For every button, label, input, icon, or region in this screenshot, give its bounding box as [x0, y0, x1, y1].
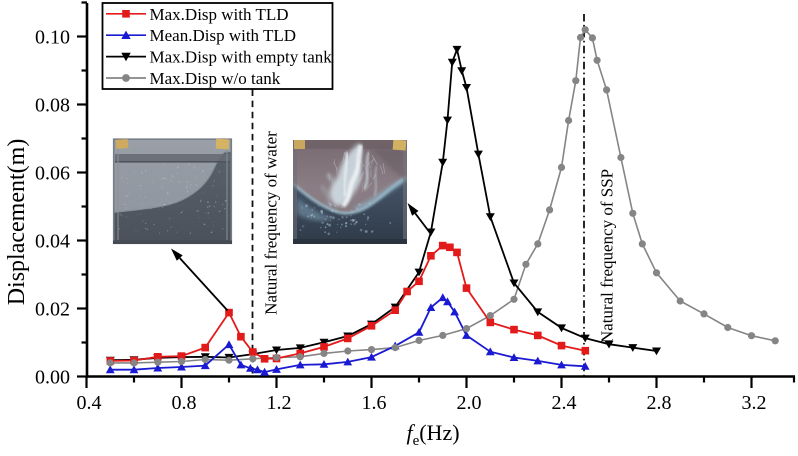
svg-text:0.10: 0.10	[35, 27, 70, 49]
svg-text:0.4: 0.4	[77, 392, 102, 414]
svg-text:Displacement(m): Displacement(m)	[4, 139, 30, 306]
svg-text:Max.Disp with TLD: Max.Disp with TLD	[150, 5, 289, 24]
svg-text:2.0: 2.0	[457, 392, 482, 414]
svg-text:Natural frequency of water: Natural frequency of water	[262, 131, 281, 315]
svg-text:2.4: 2.4	[552, 392, 577, 414]
svg-text:0.00: 0.00	[35, 367, 70, 389]
svg-text:Mean.Disp with TLD: Mean.Disp with TLD	[150, 26, 297, 45]
svg-text:Natural frequency of SSP: Natural frequency of SSP	[598, 169, 617, 343]
svg-text:2.8: 2.8	[647, 392, 672, 414]
svg-text:0.08: 0.08	[35, 95, 70, 117]
svg-text:0.02: 0.02	[35, 299, 70, 321]
svg-text:0.04: 0.04	[35, 231, 70, 253]
svg-text:0.8: 0.8	[172, 392, 197, 414]
svg-text:0.06: 0.06	[35, 163, 70, 185]
svg-text:Max.Disp with empty tank: Max.Disp with empty tank	[150, 48, 333, 67]
svg-text:Max.Disp w/o tank: Max.Disp w/o tank	[150, 69, 281, 88]
svg-text:1.6: 1.6	[362, 392, 387, 414]
svg-text:3.2: 3.2	[742, 392, 767, 414]
svg-text:1.2: 1.2	[267, 392, 292, 414]
